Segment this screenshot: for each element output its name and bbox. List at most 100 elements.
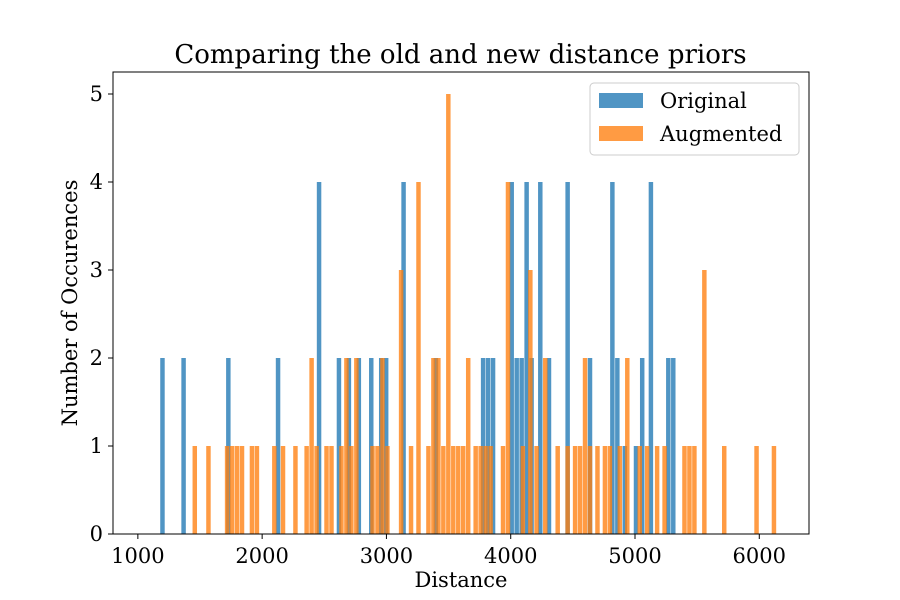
bar-original-0 bbox=[160, 358, 165, 534]
bar-augmented-13 bbox=[314, 446, 319, 534]
bar-augmented-55 bbox=[617, 446, 623, 534]
bar-original-4 bbox=[316, 182, 322, 534]
bar-augmented-27 bbox=[426, 446, 431, 534]
bar-original-17 bbox=[514, 358, 519, 534]
bar-augmented-28 bbox=[431, 358, 436, 534]
y-tick-label-5: 5 bbox=[90, 82, 103, 106]
bar-augmented-36 bbox=[473, 446, 478, 534]
bar-augmented-53 bbox=[602, 446, 608, 534]
series-original bbox=[160, 182, 676, 534]
bar-augmented-1 bbox=[206, 446, 211, 534]
bar-augmented-39 bbox=[488, 446, 493, 534]
legend-label-original: Original bbox=[660, 89, 747, 113]
bar-augmented-23 bbox=[385, 446, 390, 534]
bar-original-21 bbox=[538, 182, 543, 534]
bar-augmented-5 bbox=[239, 446, 245, 534]
bar-original-26 bbox=[615, 358, 620, 534]
bar-augmented-50 bbox=[582, 358, 588, 534]
bar-augmented-48 bbox=[572, 446, 578, 534]
bar-augmented-40 bbox=[500, 446, 506, 534]
bar-original-15 bbox=[490, 358, 496, 534]
bar-augmented-2 bbox=[224, 446, 230, 534]
x-tick-label-2000: 2000 bbox=[235, 544, 288, 568]
bar-augmented-21 bbox=[375, 446, 380, 534]
chart-title: Comparing the old and new distance prior… bbox=[174, 40, 746, 70]
bar-augmented-3 bbox=[229, 446, 235, 534]
bar-augmented-65 bbox=[722, 446, 727, 534]
bar-augmented-19 bbox=[354, 358, 359, 534]
bar-augmented-4 bbox=[234, 446, 240, 534]
bar-original-31 bbox=[666, 358, 671, 534]
bar-original-1 bbox=[181, 358, 186, 534]
bar-augmented-8 bbox=[272, 446, 277, 534]
bar-original-14 bbox=[485, 358, 491, 534]
bar-augmented-10 bbox=[293, 446, 298, 534]
y-axis-label: Number of Occurences bbox=[58, 180, 82, 427]
series-augmented bbox=[192, 94, 777, 534]
y-tick-label-1: 1 bbox=[90, 434, 103, 458]
plot-frame bbox=[112, 71, 810, 535]
bar-augmented-43 bbox=[528, 270, 533, 534]
bar-augmented-12 bbox=[309, 358, 314, 534]
legend-label-augmented: Augmented bbox=[659, 122, 782, 146]
bar-augmented-42 bbox=[520, 446, 526, 534]
bar-augmented-41 bbox=[505, 182, 511, 534]
legend: Original Augmented bbox=[589, 82, 800, 156]
bar-augmented-33 bbox=[456, 446, 461, 534]
bar-augmented-22 bbox=[380, 358, 385, 534]
bar-augmented-7 bbox=[254, 446, 260, 534]
x-tick-label-3000: 3000 bbox=[360, 544, 413, 568]
bar-augmented-14 bbox=[324, 446, 329, 534]
bar-original-28 bbox=[633, 446, 639, 534]
bar-augmented-66 bbox=[754, 446, 759, 534]
x-axis: 1000 2000 3000 4000 5000 6000 bbox=[111, 534, 786, 568]
bar-original-12 bbox=[433, 358, 439, 534]
y-tick-label-0: 0 bbox=[90, 522, 103, 546]
bar-original-22 bbox=[546, 358, 552, 534]
bar-original-7 bbox=[356, 358, 362, 534]
bar-augmented-18 bbox=[349, 446, 354, 534]
bar-augmented-31 bbox=[446, 94, 451, 534]
bar-augmented-64 bbox=[702, 270, 707, 534]
bar-augmented-58 bbox=[644, 446, 650, 534]
bar-original-23 bbox=[565, 182, 570, 534]
bar-augmented-9 bbox=[280, 446, 286, 534]
bar-original-11 bbox=[401, 182, 406, 534]
x-axis-label: Distance bbox=[414, 568, 507, 592]
bar-augmented-47 bbox=[565, 446, 570, 534]
bar-augmented-11 bbox=[304, 446, 309, 534]
legend-swatch-original bbox=[599, 93, 643, 108]
bar-augmented-0 bbox=[192, 446, 198, 534]
bar-augmented-67 bbox=[771, 446, 777, 534]
bar-augmented-59 bbox=[654, 446, 660, 534]
bar-augmented-49 bbox=[577, 446, 583, 534]
bar-augmented-24 bbox=[398, 270, 404, 534]
bar-original-16 bbox=[509, 182, 514, 534]
bar-augmented-17 bbox=[344, 358, 349, 534]
x-tick-label-1000: 1000 bbox=[111, 544, 164, 568]
x-tick-label-4000: 4000 bbox=[484, 544, 537, 568]
x-tick-label-6000: 6000 bbox=[733, 544, 786, 568]
bar-original-6 bbox=[346, 358, 352, 534]
bar-original-29 bbox=[639, 358, 645, 534]
bar-original-32 bbox=[671, 358, 676, 534]
bar-augmented-45 bbox=[543, 358, 548, 534]
bar-augmented-56 bbox=[625, 358, 630, 534]
bar-original-19 bbox=[524, 182, 529, 534]
bar-original-30 bbox=[648, 182, 654, 534]
bar-augmented-15 bbox=[329, 446, 334, 534]
bar-augmented-6 bbox=[249, 446, 255, 534]
bar-augmented-63 bbox=[692, 446, 697, 534]
bar-augmented-46 bbox=[555, 446, 560, 534]
bar-augmented-61 bbox=[682, 446, 687, 534]
bar-original-13 bbox=[480, 358, 486, 534]
bar-augmented-62 bbox=[687, 446, 692, 534]
y-tick-label-3: 3 bbox=[90, 258, 103, 282]
bar-original-5 bbox=[336, 358, 342, 534]
bar-augmented-52 bbox=[595, 446, 600, 534]
bar-augmented-44 bbox=[534, 446, 539, 534]
legend-swatch-augmented bbox=[599, 126, 643, 141]
bar-augmented-16 bbox=[339, 446, 344, 534]
bar-augmented-20 bbox=[370, 446, 375, 534]
